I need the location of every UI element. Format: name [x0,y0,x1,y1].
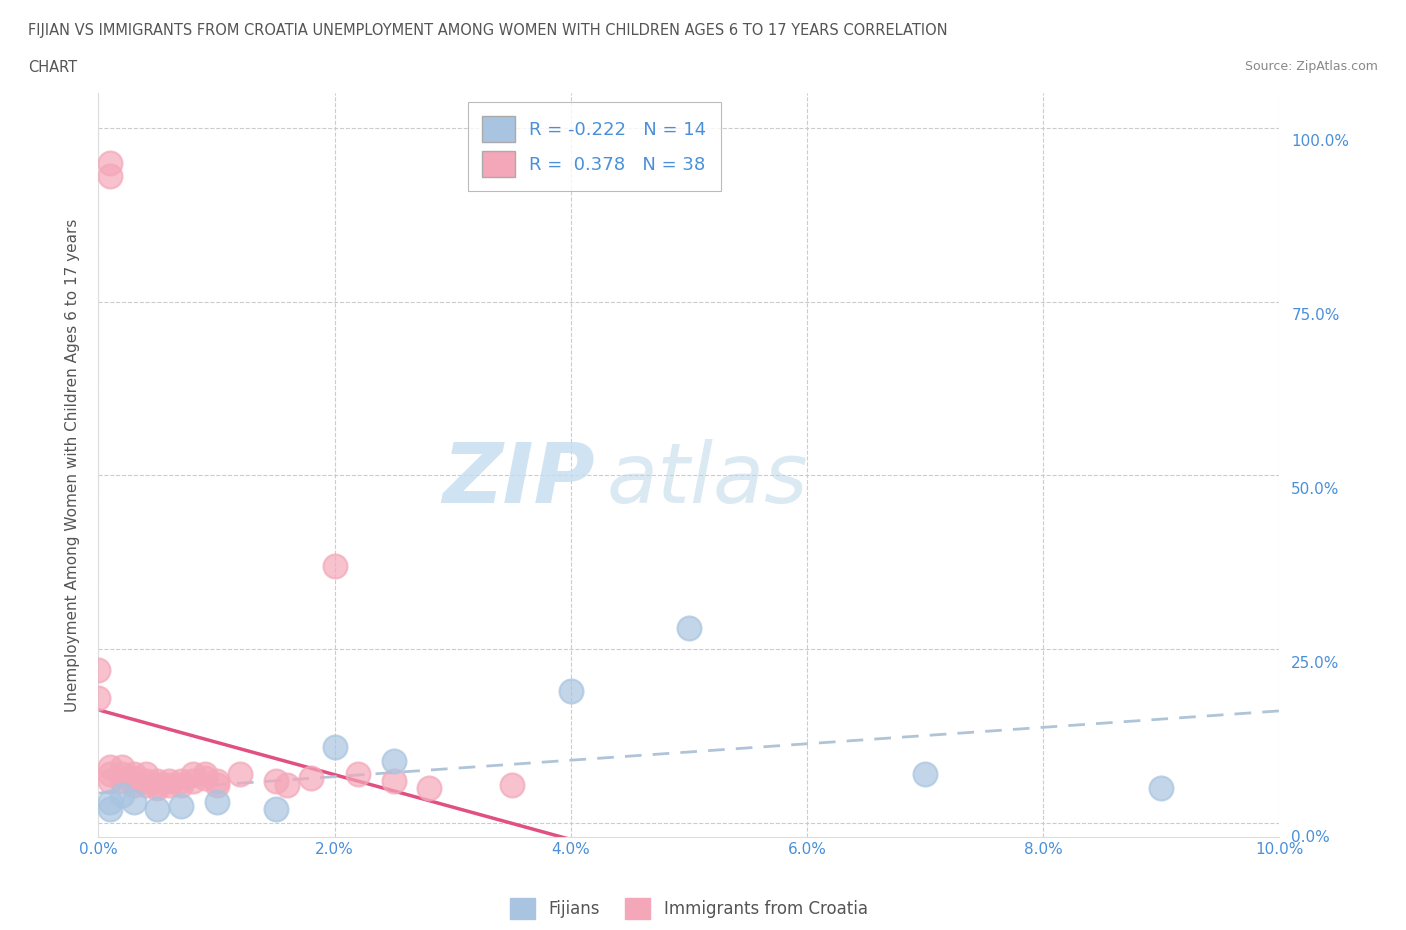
Text: 0.0%: 0.0% [1291,830,1330,844]
Point [1150,781,1173,796]
Point [122,795,145,810]
Point [111,760,134,775]
Text: 25.0%: 25.0% [1291,656,1340,671]
Point [98,795,121,810]
Point [98,760,121,775]
Text: 50.0%: 50.0% [1291,482,1340,497]
Text: atlas: atlas [606,439,808,521]
Point [194,770,217,785]
Point [678,621,700,636]
Point [205,774,228,789]
Point [170,798,193,813]
Point [323,558,346,573]
Point [98,155,121,170]
Point [135,777,157,792]
Point [87,690,110,705]
Y-axis label: Unemployment Among Women with Children Ages 6 to 17 years: Unemployment Among Women with Children A… [65,219,80,711]
Legend: Fijians, Immigrants from Croatia: Fijians, Immigrants from Croatia [503,892,875,925]
Point [276,777,298,792]
Text: 100.0%: 100.0% [1291,134,1350,149]
Point [135,774,157,789]
Point [229,767,252,782]
Point [146,802,169,817]
Point [146,781,169,796]
Text: 75.0%: 75.0% [1291,308,1340,323]
Point [194,767,217,782]
Point [87,663,110,678]
Point [146,777,169,792]
Point [170,774,193,789]
Point [205,777,228,792]
Point [98,767,121,782]
Point [264,774,287,789]
Point [122,767,145,782]
Text: FIJIAN VS IMMIGRANTS FROM CROATIA UNEMPLOYMENT AMONG WOMEN WITH CHILDREN AGES 6 : FIJIAN VS IMMIGRANTS FROM CROATIA UNEMPL… [28,23,948,38]
Point [299,770,322,785]
Point [111,767,134,782]
Point [98,802,121,817]
Point [157,777,180,792]
Text: ZIP: ZIP [441,439,595,521]
Point [205,795,228,810]
Point [382,753,405,768]
Point [111,788,134,803]
Point [323,739,346,754]
Point [347,767,370,782]
Point [157,774,180,789]
Point [146,774,169,789]
Point [170,777,193,792]
Text: CHART: CHART [28,60,77,75]
Point [914,767,936,782]
Text: Source: ZipAtlas.com: Source: ZipAtlas.com [1244,60,1378,73]
Point [122,770,145,785]
Point [122,777,145,792]
Point [98,169,121,184]
Point [181,774,204,789]
Point [111,774,134,789]
Point [501,777,523,792]
Point [264,802,287,817]
Point [181,767,204,782]
Point [382,774,405,789]
Point [560,684,582,698]
Point [98,774,121,789]
Point [135,767,157,782]
Point [418,781,440,796]
